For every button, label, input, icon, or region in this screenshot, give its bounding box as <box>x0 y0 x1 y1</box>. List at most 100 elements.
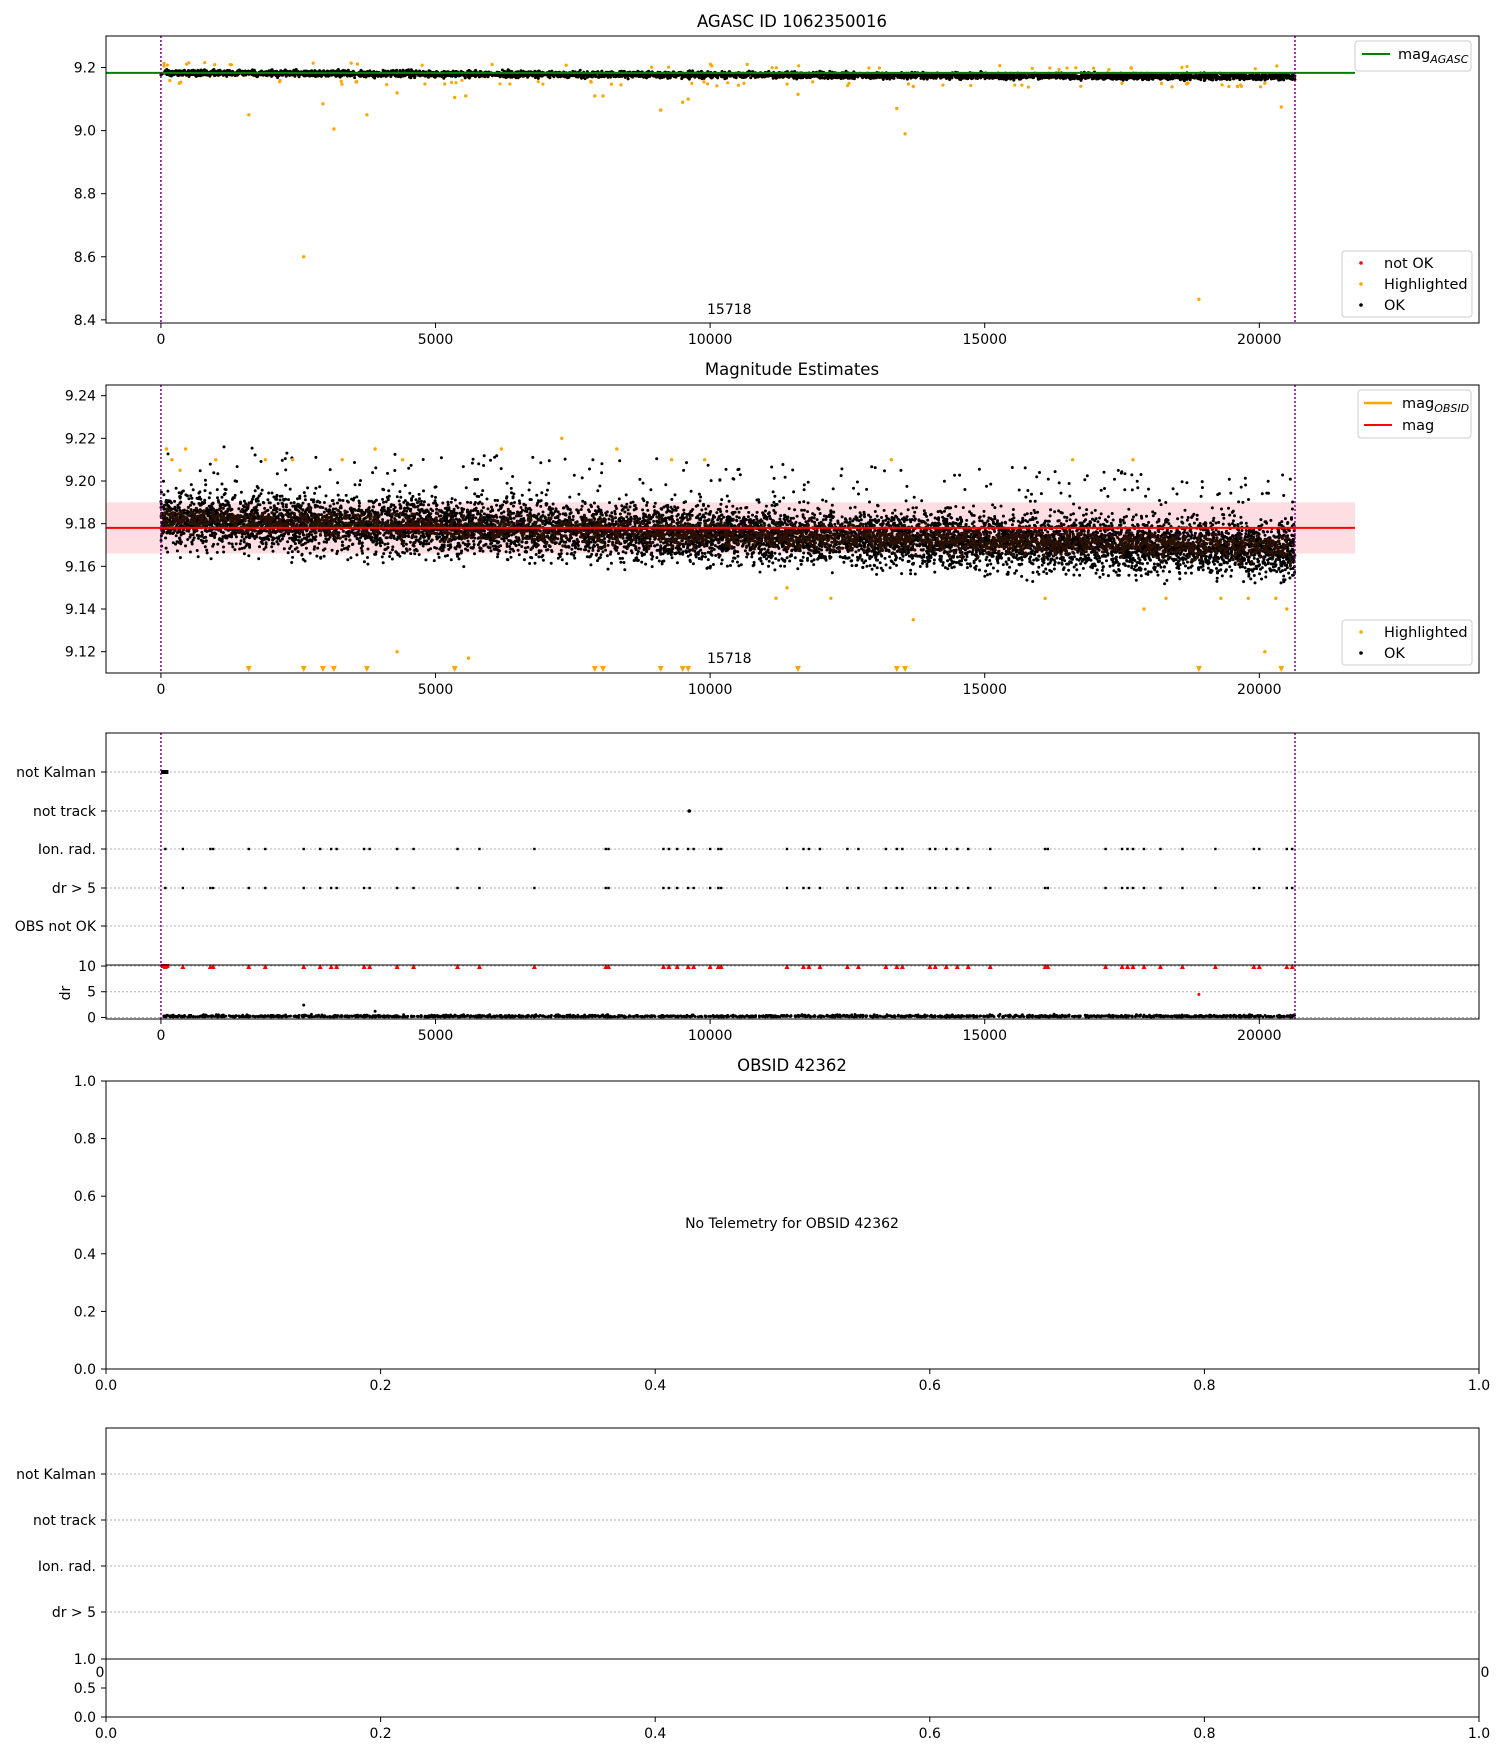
agasc-ok-point <box>905 77 909 81</box>
agasc-ok-point <box>1091 74 1095 78</box>
agasc-ok-point <box>925 73 928 77</box>
agasc-ok-point <box>911 74 915 78</box>
agasc-ok-point <box>935 73 939 77</box>
agasc-ok-point <box>690 74 694 78</box>
agasc-ok-point <box>881 77 885 81</box>
agasc-ok-point <box>1005 77 1009 81</box>
agasc-ok-point <box>1145 76 1149 80</box>
agasc-ok-point <box>307 74 311 78</box>
agasc-ok-point <box>442 76 446 80</box>
agasc-ok-point <box>1179 74 1183 78</box>
agasc-ok-point <box>951 73 955 77</box>
agasc-ok-point <box>1041 74 1045 78</box>
agasc-ok-point <box>1211 78 1214 82</box>
agasc-ok-point <box>1281 74 1285 78</box>
agasc-ok-point <box>1276 73 1280 77</box>
agasc-ok-point <box>244 73 248 77</box>
agasc-ok-point <box>1183 76 1187 80</box>
agasc-ok-point <box>514 74 518 78</box>
agasc-ok-point <box>398 69 402 72</box>
agasc-ok-point <box>346 68 350 72</box>
agasc-ok-point <box>1012 78 1016 82</box>
agasc-ok-point <box>700 77 704 81</box>
agasc-ok-point <box>586 75 590 79</box>
agasc-ok-point <box>721 75 725 79</box>
agasc-ok-point <box>725 76 729 80</box>
agasc-ok-point <box>801 74 805 78</box>
agasc-ok-point <box>901 73 905 77</box>
agasc-ok-point <box>1227 74 1231 78</box>
agasc-ok-point <box>1100 74 1104 78</box>
agasc-ok-point <box>1064 75 1068 79</box>
agasc-ok-point <box>881 75 885 79</box>
agasc-ok-point <box>466 74 470 77</box>
agasc-ok-point <box>1206 74 1210 78</box>
agasc-ok-point <box>1036 74 1040 78</box>
agasc-ok-point <box>950 76 954 80</box>
agasc-ok-point <box>735 73 739 77</box>
agasc-ok-point <box>1079 78 1083 82</box>
agasc-ok-point <box>856 75 859 79</box>
agasc-points <box>159 61 1297 301</box>
agasc-ok-point <box>640 74 643 78</box>
agasc-ok-point <box>578 68 582 72</box>
agasc-ok-point <box>458 74 462 78</box>
agasc-ok-point <box>986 76 990 80</box>
agasc-ok-point <box>1028 74 1032 77</box>
agasc-ok-point <box>868 73 872 77</box>
agasc-ok-point <box>1061 76 1065 80</box>
agasc-ok-point <box>1061 73 1065 77</box>
agasc-ok-point <box>1157 74 1161 78</box>
agasc-ok-point <box>960 77 963 80</box>
agasc-ok-point <box>955 75 959 78</box>
agasc-ok-point <box>1168 77 1172 81</box>
agasc-ok-point <box>1237 75 1241 79</box>
agasc-ok-point <box>839 75 843 79</box>
agasc-ok-point <box>1160 76 1164 80</box>
agasc-ok-point <box>773 73 777 77</box>
agasc-ok-point <box>1256 76 1260 80</box>
agasc-ok-point <box>414 69 418 73</box>
agasc-ok-point <box>1025 75 1029 79</box>
agasc-ok-point <box>191 68 195 72</box>
agasc-ok-point <box>1198 73 1201 77</box>
agasc-ok-point <box>270 74 274 78</box>
agasc-ok-point <box>413 74 417 78</box>
agasc-ok-point <box>626 77 630 81</box>
agasc-ok-point <box>405 68 409 72</box>
agasc-ok-point <box>651 73 655 77</box>
agasc-ok-point <box>846 73 850 77</box>
agasc-ok-point <box>616 73 619 77</box>
agasc-ok-point <box>609 75 612 79</box>
agasc-ok-point <box>502 75 506 79</box>
agasc-ok-point <box>1118 76 1122 79</box>
agasc-ok-point <box>1291 78 1295 81</box>
agasc-ok-point <box>1133 74 1137 78</box>
agasc-title: AGASC ID 1062350016 <box>697 12 887 31</box>
agasc-ok-point <box>194 74 198 78</box>
agasc-ok-point <box>1248 75 1252 79</box>
agasc-ok-point <box>597 74 601 78</box>
agasc-ok-point <box>1057 75 1061 79</box>
agasc-ok-point <box>477 73 481 77</box>
agasc-ok-point <box>1006 74 1010 78</box>
agasc-ok-point <box>970 77 973 81</box>
agasc-ok-point <box>687 77 691 81</box>
agasc-ok-point <box>1171 77 1174 81</box>
agasc-ok-point <box>370 74 374 77</box>
agasc-ok-point <box>766 73 770 77</box>
agasc-ok-point <box>604 73 608 77</box>
agasc-ok-point <box>695 74 699 78</box>
agasc-ok-point <box>791 74 795 78</box>
agasc-ok-point <box>1143 74 1147 78</box>
agasc-ok-point <box>797 75 801 79</box>
agasc-ok-point <box>237 68 241 72</box>
agasc-ok-point <box>198 73 201 77</box>
agasc-ok-point <box>401 68 405 72</box>
agasc-ok-point <box>526 75 530 79</box>
agasc-ok-point <box>1074 75 1078 79</box>
agasc-ok-point <box>1263 75 1267 79</box>
agasc-ok-point <box>1241 75 1245 79</box>
agasc-ok-point <box>270 68 274 72</box>
agasc-ok-point <box>943 75 947 79</box>
